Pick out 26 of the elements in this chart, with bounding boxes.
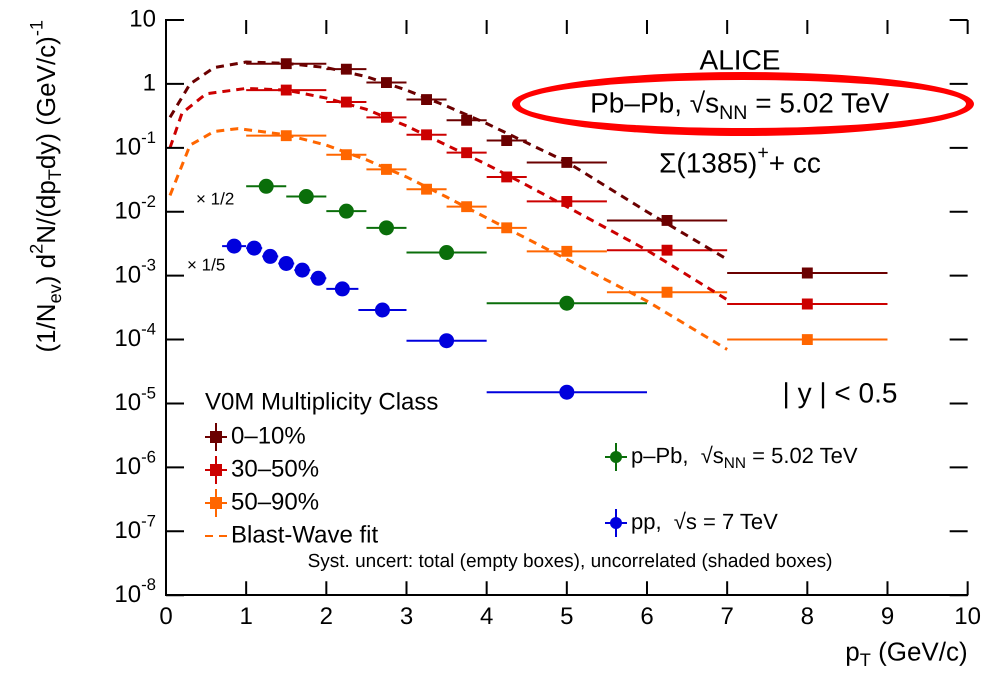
annotation: × 1/5 [187, 256, 226, 275]
x-tick-label: 5 [560, 603, 574, 630]
annotation: | y | < 0.5 [782, 378, 898, 409]
x-tick-label: 1 [239, 603, 253, 630]
legend-label: 0–10% [231, 422, 306, 450]
legend-label: pp, √s = 7 TeV [631, 509, 778, 534]
x-tick-label: 9 [880, 603, 894, 630]
y-tick-label: 10 [129, 6, 156, 33]
annotation: × 1/2 [196, 190, 234, 209]
x-tick-label: 3 [400, 603, 414, 630]
x-tick-label: 6 [640, 603, 654, 630]
x-tick-label: 2 [320, 603, 334, 630]
legend-title: V0M Multiplicity Class [205, 388, 438, 416]
x-tick-label: 10 [954, 603, 982, 630]
y-tick-label: 1 [142, 70, 156, 97]
x-tick-label: 4 [480, 603, 494, 630]
legend-label: 50–90% [231, 488, 320, 516]
legend-label: Blast-Wave fit [231, 522, 378, 549]
annotation: ALICE [700, 44, 780, 76]
annotation: Syst. uncert: total (empty boxes), uncorrelated (shaded boxes) [308, 551, 832, 572]
legend-label: 30–50% [231, 456, 320, 483]
annotation: Σ(1385)++ cc [659, 142, 821, 179]
x-tick-label: 8 [800, 603, 814, 630]
y-axis-title: (1/Nev) d2N/(dpTdy) (GeV/c)-1 [26, 20, 65, 353]
x-tick-label: 7 [720, 603, 734, 630]
x-tick-label: 0 [159, 603, 173, 630]
